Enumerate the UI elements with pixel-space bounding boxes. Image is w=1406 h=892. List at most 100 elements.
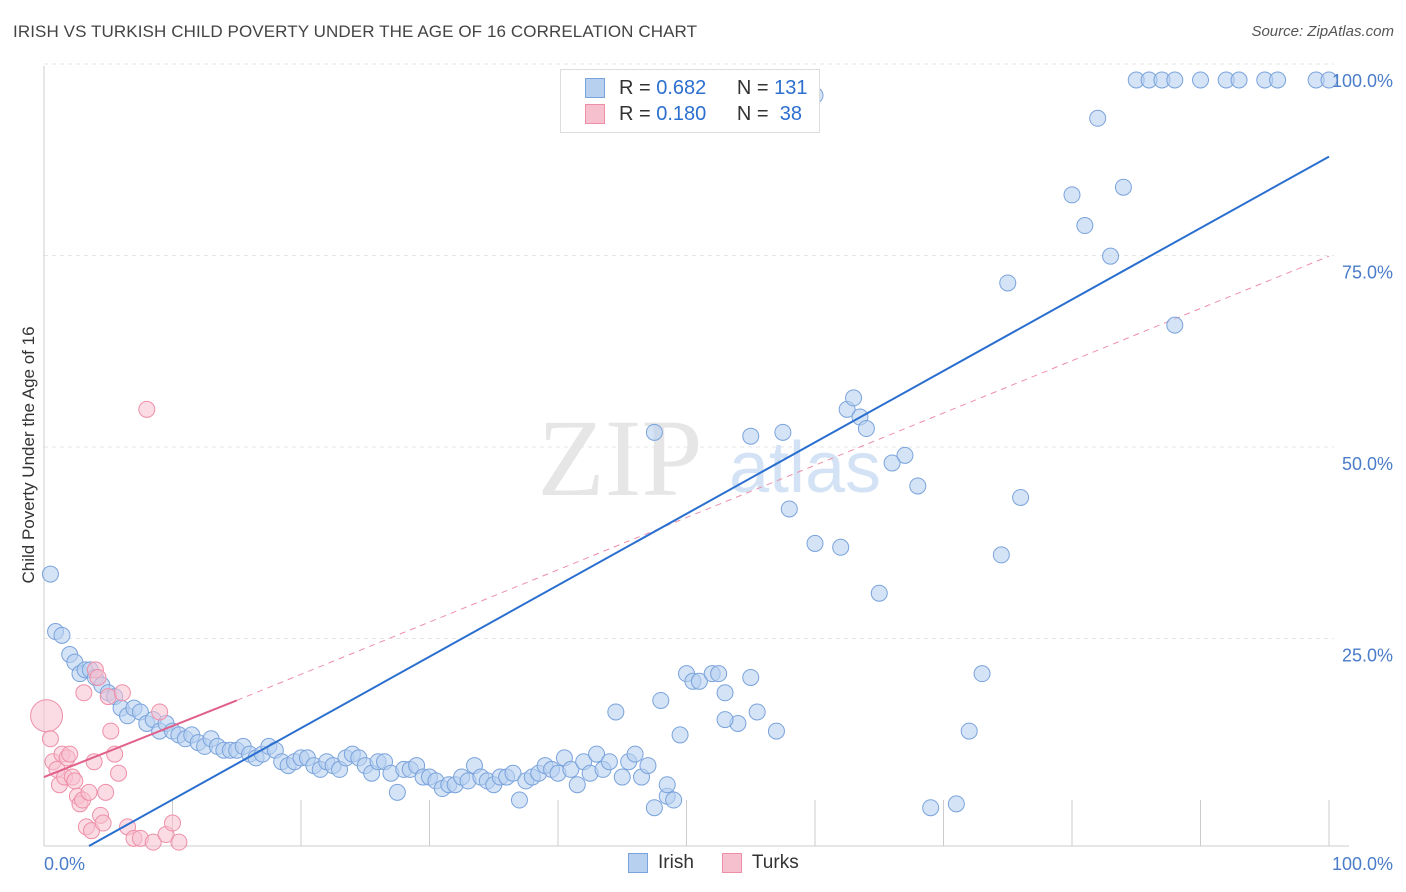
legend-swatch-turks: [585, 104, 605, 124]
y-tick-label-2: 75.0%: [1342, 263, 1393, 283]
irish-point-139[interactable]: [1166, 71, 1184, 89]
irish-point-108[interactable]: [748, 703, 766, 721]
irish-point-2[interactable]: [53, 626, 71, 644]
turks-point-1[interactable]: [41, 730, 59, 748]
legend-r-label: R =: [619, 76, 651, 99]
irish-point-110[interactable]: [645, 423, 663, 441]
irish-point-119[interactable]: [857, 420, 875, 438]
irish-point-147[interactable]: [658, 776, 676, 794]
irish-point-111[interactable]: [774, 423, 792, 441]
irish-point-88[interactable]: [600, 753, 618, 771]
y-tick-label-0: 25.0%: [1342, 646, 1393, 666]
turks-trend-extension: [236, 255, 1330, 701]
irish-point-124[interactable]: [922, 799, 940, 817]
irish-point-90[interactable]: [613, 768, 631, 786]
irish-point-98[interactable]: [665, 791, 683, 809]
irish-point-123[interactable]: [909, 477, 927, 495]
irish-point-120[interactable]: [870, 584, 888, 602]
turks-point-28[interactable]: [113, 684, 131, 702]
legend-n-label: N =: [736, 102, 769, 125]
irish-point-148[interactable]: [716, 711, 734, 729]
irish-point-115[interactable]: [832, 538, 850, 556]
turks-point-20[interactable]: [89, 668, 107, 686]
grid-lines: [44, 63, 1334, 639]
legend-item-irish[interactable]: Irish: [628, 852, 694, 874]
irish-point-86[interactable]: [588, 745, 606, 763]
turks-point-25[interactable]: [102, 722, 120, 740]
irish-point-113[interactable]: [780, 500, 798, 518]
turks-point-8[interactable]: [61, 745, 79, 763]
irish-point-99[interactable]: [671, 726, 689, 744]
irish-point-114[interactable]: [806, 534, 824, 552]
legend-r-label: R =: [619, 102, 651, 125]
irish-point-74[interactable]: [510, 791, 528, 809]
irish-point-142[interactable]: [1230, 71, 1248, 89]
irish-point-126[interactable]: [960, 722, 978, 740]
irish-point-95[interactable]: [645, 799, 663, 817]
stats-legend: R = 0.682 N = 131 R = 0.180 N = 38: [560, 69, 820, 133]
irish-point-140[interactable]: [1192, 71, 1209, 89]
legend-swatch-irish: [585, 78, 605, 98]
legend-r-value-irish: 0.682: [656, 76, 707, 99]
turks-point-23[interactable]: [97, 783, 115, 801]
irish-point-73[interactable]: [504, 764, 522, 782]
irish-point-89[interactable]: [607, 703, 625, 721]
irish-point-131[interactable]: [1063, 186, 1081, 204]
irish-point-129[interactable]: [999, 274, 1017, 292]
irish-point-104[interactable]: [710, 665, 728, 683]
turks-point-22[interactable]: [94, 814, 112, 832]
irish-points: [41, 71, 1338, 817]
irish-point-92[interactable]: [626, 745, 644, 763]
irish-point-96[interactable]: [652, 691, 670, 709]
chart-title: IRISH VS TURKISH CHILD POVERTY UNDER THE…: [13, 22, 698, 41]
turks-point-16[interactable]: [80, 783, 98, 801]
irish-point-121[interactable]: [883, 454, 901, 472]
irish-point-109[interactable]: [767, 722, 785, 740]
turks-point-10[interactable]: [66, 772, 84, 790]
turks-point-36[interactable]: [164, 814, 181, 832]
legend-item-turks[interactable]: Turks: [721, 852, 799, 874]
irish-point-133[interactable]: [1089, 109, 1107, 127]
irish-point-135[interactable]: [1114, 178, 1132, 196]
irish-trend: [88, 155, 1330, 847]
legend-label-irish: Irish: [658, 852, 694, 873]
irish-point-83[interactable]: [568, 776, 586, 794]
irish-point-107[interactable]: [742, 668, 760, 686]
irish-point-132[interactable]: [1076, 217, 1094, 235]
irish-point-128[interactable]: [992, 546, 1010, 564]
irish-point-105[interactable]: [716, 684, 734, 702]
irish-point-127[interactable]: [973, 665, 991, 683]
irish-point-125[interactable]: [947, 795, 965, 813]
irish-point-0[interactable]: [41, 565, 59, 583]
turks-point-32[interactable]: [138, 400, 156, 418]
turks-point-37[interactable]: [170, 833, 188, 851]
irish-point-146[interactable]: [1320, 71, 1338, 89]
irish-point-112[interactable]: [742, 427, 760, 445]
turks-point-24[interactable]: [99, 688, 117, 706]
turks-trend: [236, 255, 1330, 701]
turks-point-34[interactable]: [151, 703, 169, 721]
irish-point-122[interactable]: [896, 446, 914, 464]
turks-points: [30, 400, 238, 851]
irish-point-134[interactable]: [1102, 247, 1120, 265]
irish-point-150[interactable]: [1166, 316, 1184, 334]
legend-label-turks: Turks: [751, 852, 799, 873]
legend-n-label: N =: [736, 76, 769, 99]
turks-point-33[interactable]: [144, 833, 162, 851]
legend-r-value-turks: 0.180: [656, 102, 707, 125]
legend-row-turks: R = 0.180 N = 38: [585, 101, 802, 127]
irish-point-82[interactable]: [562, 760, 580, 778]
turks-point-27[interactable]: [110, 764, 128, 782]
irish-point-117[interactable]: [845, 389, 863, 407]
irish-point-94[interactable]: [639, 757, 657, 775]
irish-point-102[interactable]: [690, 672, 708, 690]
irish-point-55[interactable]: [388, 783, 406, 801]
y-axis-title: Child Poverty Under the Age of 16: [19, 326, 38, 583]
irish-point-130[interactable]: [1012, 488, 1030, 506]
turks-point-0[interactable]: [30, 699, 64, 733]
series-legend: Irish Turks: [628, 852, 827, 874]
turks-swatch: [721, 853, 742, 873]
irish-point-144[interactable]: [1269, 71, 1287, 89]
y-tick-label-1: 50.0%: [1342, 454, 1393, 474]
turks-point-14[interactable]: [75, 684, 93, 702]
